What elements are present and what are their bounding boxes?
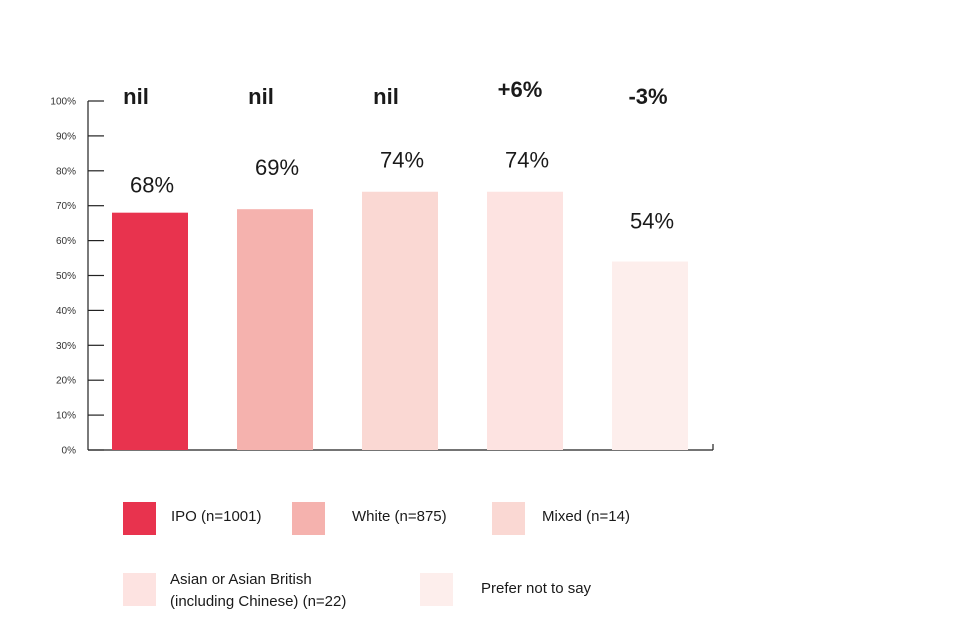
data-label: 68%: [130, 173, 174, 198]
legend-swatch: [292, 502, 325, 535]
y-tick-label: 30%: [56, 341, 76, 352]
y-tick-label: 70%: [56, 201, 76, 212]
change-label: +6%: [498, 77, 543, 102]
chart-axes: 0% 10% 20% 30% 40% 50% 60% 70% 80% 90% 100%: [50, 97, 714, 457]
y-tick-label: 50%: [56, 271, 76, 282]
legend-label: Prefer not to say: [481, 580, 592, 597]
legend-swatch: [492, 502, 525, 535]
y-tick-label: 60%: [56, 236, 76, 247]
y-tick-label: 0%: [62, 446, 77, 457]
legend-swatch: [420, 573, 453, 606]
legend-label: IPO (n=1001): [171, 508, 261, 525]
data-label: 74%: [505, 148, 549, 173]
legend-label: Mixed (n=14): [542, 508, 630, 525]
data-label: 54%: [630, 209, 674, 234]
legend-label: White (n=875): [352, 508, 447, 525]
bar: [487, 191, 563, 451]
data-label: 74%: [380, 148, 424, 173]
bar: [362, 191, 438, 451]
bar: [612, 261, 688, 450]
legend-swatch: [123, 502, 156, 535]
data-label: 69%: [255, 155, 299, 180]
y-tick-label: 100%: [50, 97, 76, 108]
legend-swatch: [123, 573, 156, 606]
chart-bars: [112, 191, 688, 451]
change-label: nil: [373, 84, 399, 109]
bar: [112, 212, 188, 450]
bar: [237, 209, 313, 450]
y-tick-label: 80%: [56, 166, 76, 177]
legend-label: (including Chinese) (n=22): [170, 593, 346, 610]
y-tick-label: 90%: [56, 131, 76, 142]
change-label: nil: [123, 84, 149, 109]
chart-labels: 68% nil 69% nil 74% nil 74% +6% 54% -3%: [123, 77, 674, 234]
chart-legend: IPO (n=1001) White (n=875) Mixed (n=14) Asi…: [123, 502, 630, 610]
y-tick-label: 10%: [56, 411, 76, 422]
y-tick-label: 20%: [56, 376, 76, 387]
y-tick-label: 40%: [56, 306, 76, 317]
legend-label: Asian or Asian British: [170, 571, 312, 588]
change-label: nil: [248, 84, 274, 109]
change-label: -3%: [628, 84, 667, 109]
